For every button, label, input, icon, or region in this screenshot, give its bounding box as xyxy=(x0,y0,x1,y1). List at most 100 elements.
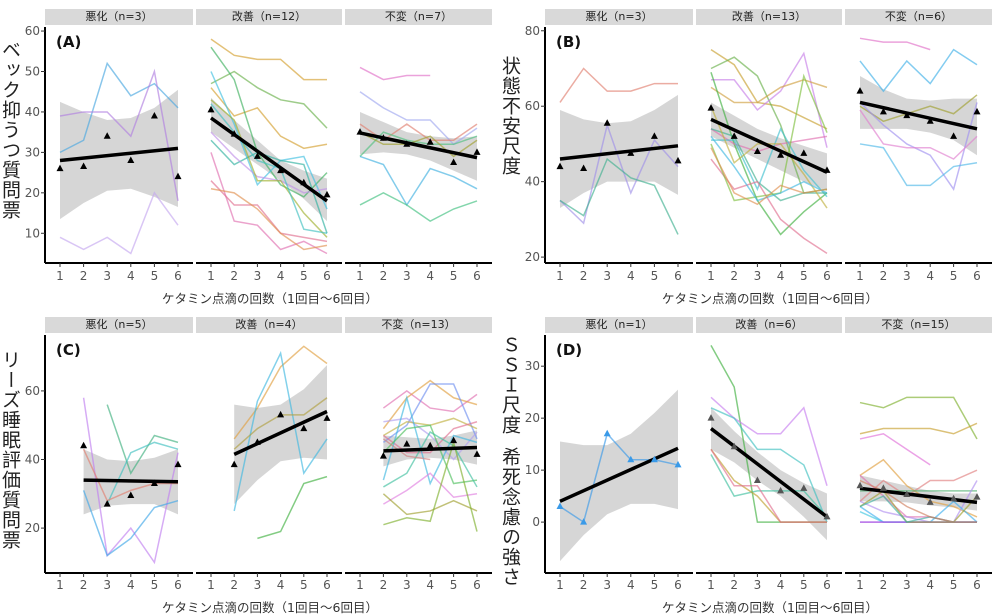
y-tick-label: 20 xyxy=(525,411,540,425)
x-tick-label: 3 xyxy=(603,578,611,592)
x-axis-label: ケタミン点滴の回数（1回目～6回目） xyxy=(162,291,378,306)
regression-line xyxy=(383,445,478,453)
x-tick-label: 1 xyxy=(56,269,64,283)
mean-marker xyxy=(356,128,364,135)
y-tick-label: 50 xyxy=(25,64,40,78)
mean-marker xyxy=(56,164,64,172)
facet-strip-label: 悪化（n=5） xyxy=(45,317,193,333)
mean-marker xyxy=(426,138,434,145)
facet-strip-label: 悪化（n=3） xyxy=(45,9,193,25)
x-tick-label: 5 xyxy=(800,269,808,283)
y-tick-label: 20 xyxy=(25,521,40,535)
x-tick-label: 4 xyxy=(426,269,434,283)
mean-marker xyxy=(973,493,981,500)
panel-c: 20 40 60 1 2 3 4 5 6 1 2 3 4 5 6 1 2 3 4 5 6 リーズ睡眠評価質問票 (C) … xyxy=(0,300,500,615)
patient-line xyxy=(210,87,328,150)
y-tick-label: 10 xyxy=(525,463,540,477)
x-tick-label: 3 xyxy=(403,578,411,592)
mean-marker xyxy=(103,500,111,507)
patient-line xyxy=(383,472,478,505)
mean-marker xyxy=(926,117,934,124)
x-tick-label: 2 xyxy=(230,578,238,592)
patient-line xyxy=(382,493,478,516)
x-tick-label: 4 xyxy=(127,269,135,283)
panel-a: 10 20 30 40 50 60 1 2 3 4 5 6 1 2 3 4 5 6 1 2 3 4 5 6 ベック抑うつ質問票… xyxy=(0,0,500,306)
mean-marker xyxy=(879,484,887,491)
y-tick-label: 30 xyxy=(525,359,540,373)
patient-line xyxy=(710,448,827,523)
mean-marker xyxy=(450,436,458,444)
x-tick-label: 2 xyxy=(80,269,88,283)
patient-line xyxy=(859,94,978,123)
mean-marker xyxy=(800,149,808,156)
x-tick-label: 1 xyxy=(56,578,64,592)
mean-marker xyxy=(580,164,588,171)
patient-line xyxy=(859,143,978,187)
facet-strip-label: 改善（n=6） xyxy=(696,317,842,333)
mean-marker xyxy=(603,429,611,437)
mean-marker xyxy=(207,105,215,113)
mean-marker xyxy=(379,134,387,141)
panel-d: 0 10 20 30 1 2 3 4 5 6 1 2 3 4 5 6 1 2 3 4 5 6 ＳＳＩ尺度 希死念慮の強さ … xyxy=(499,300,999,615)
x-tick-label: 4 xyxy=(426,578,434,592)
x-tick-label: 3 xyxy=(254,578,262,592)
patient-line xyxy=(382,389,478,413)
mean-marker xyxy=(103,132,111,139)
patient-line xyxy=(382,421,478,454)
regression-line xyxy=(859,486,978,505)
mean-marker xyxy=(950,132,958,139)
patient-line xyxy=(859,422,978,435)
x-tick-label: 6 xyxy=(973,578,981,592)
patient-line xyxy=(859,469,978,502)
x-tick-label: 4 xyxy=(926,269,934,283)
mean-marker xyxy=(650,455,658,463)
patient-line xyxy=(106,441,179,505)
x-tick-label: 2 xyxy=(730,578,738,592)
x-tick-label: 1 xyxy=(556,578,564,592)
x-tick-label: 6 xyxy=(473,269,481,283)
x-tick-label: 4 xyxy=(277,269,285,283)
patient-line xyxy=(711,127,828,198)
patient-line xyxy=(710,407,828,523)
x-tick-label: 2 xyxy=(580,578,588,592)
x-tick-label: 4 xyxy=(777,269,785,283)
regression-line xyxy=(233,409,328,456)
y-tick-label: 30 xyxy=(25,145,40,159)
mean-marker xyxy=(403,440,411,447)
x-tick-label: 1 xyxy=(707,578,715,592)
patient-line xyxy=(257,475,328,540)
mean-marker xyxy=(777,486,785,494)
x-tick-label: 2 xyxy=(380,578,388,592)
mean-marker xyxy=(323,190,331,198)
y-tick-label: 60 xyxy=(25,384,40,398)
x-tick-label: 1 xyxy=(707,269,715,283)
x-tick-label: 6 xyxy=(973,269,981,283)
mean-marker xyxy=(277,166,285,174)
mean-marker xyxy=(730,442,738,450)
patient-line xyxy=(711,51,828,148)
facet-strip-label: 悪化（n=3） xyxy=(545,9,693,25)
x-tick-label: 5 xyxy=(950,578,958,592)
chart-svg: 20 40 60 80 1 2 3 4 5 6 1 2 3 4 5 6 1 2 3 4 5 6 xyxy=(525,24,992,283)
patient-line xyxy=(359,155,478,207)
x-tick-label: 4 xyxy=(277,578,285,592)
x-tick-label: 6 xyxy=(823,578,831,592)
mean-marker xyxy=(127,491,135,499)
y-axis-label: ベック抑うつ質問票 xyxy=(0,40,21,220)
x-tick-label: 3 xyxy=(754,578,762,592)
patient-line xyxy=(559,67,678,103)
patient-line xyxy=(82,397,179,565)
x-tick-label: 1 xyxy=(356,269,364,283)
x-tick-label: 6 xyxy=(674,269,682,283)
x-tick-label: 4 xyxy=(627,578,635,592)
mean-marker xyxy=(856,481,864,489)
y-tick-label: 40 xyxy=(25,453,40,467)
y-tick-label: 40 xyxy=(525,175,540,189)
x-tick-label: 4 xyxy=(127,578,135,592)
x-tick-label: 3 xyxy=(903,578,911,592)
facet-strip-label: 不変（n=15） xyxy=(845,317,992,333)
patient-line xyxy=(859,101,978,191)
mean-marker xyxy=(753,476,761,484)
patient-line xyxy=(710,147,828,206)
x-tick-label: 1 xyxy=(356,578,364,592)
